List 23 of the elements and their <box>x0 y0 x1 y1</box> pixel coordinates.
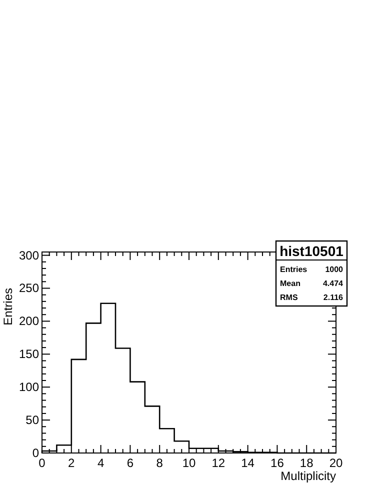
y-axis-title: Entries <box>1 288 15 326</box>
y-tick-label: 250 <box>18 281 40 296</box>
y-tick-label: 200 <box>18 314 40 328</box>
y-tick-label: 150 <box>18 347 40 362</box>
x-tick-label: 6 <box>126 456 134 470</box>
y-tick-label: 50 <box>26 413 40 428</box>
text: RMS 2.116 <box>280 293 343 302</box>
y-tick-label: 0 <box>32 446 40 460</box>
x-tick-label: 2 <box>68 456 76 470</box>
x-axis-title: Multiplicity <box>280 469 336 483</box>
x-tick-label: 12 <box>212 456 226 470</box>
y-tick-label: 100 <box>18 380 40 394</box>
x-tick-label: 20 <box>329 456 343 470</box>
y-tick-label: 300 <box>18 248 40 262</box>
chart-title: hist10501 <box>280 243 344 259</box>
x-tick-label: 8 <box>156 456 164 470</box>
x-tick-label: 14 <box>241 456 255 470</box>
x-tick-label: 16 <box>270 456 284 470</box>
x-tick-label: 10 <box>182 456 196 470</box>
x-tick-label: 4 <box>97 456 104 470</box>
text: Entries 1000 <box>280 265 343 274</box>
x-tick-label: 18 <box>300 456 314 470</box>
text: Mean 4.474 <box>280 279 343 288</box>
